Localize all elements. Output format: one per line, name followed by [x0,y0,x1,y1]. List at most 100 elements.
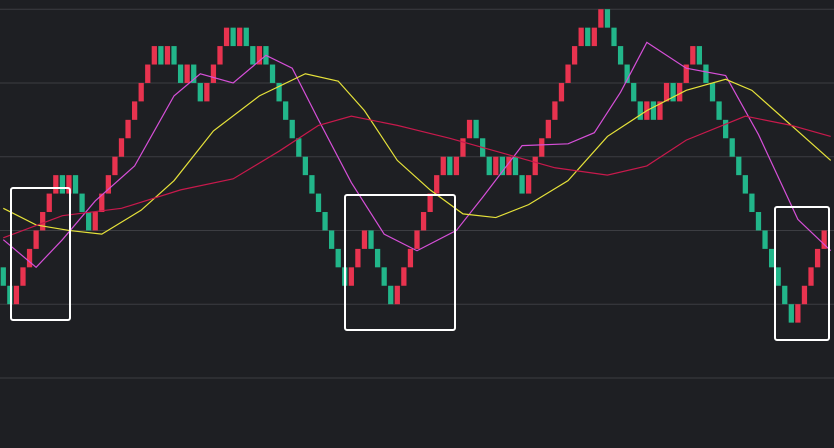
brick [440,156,446,176]
brick [33,230,39,249]
brick [749,193,755,213]
brick [197,82,203,102]
brick [768,248,775,268]
brick [237,27,243,47]
brick [499,156,505,176]
brick [795,304,801,323]
brick [663,82,670,102]
brick [72,175,79,194]
brick [677,82,683,102]
brick [223,27,230,47]
brick [775,267,781,286]
brick [315,193,322,213]
brick [788,304,794,323]
brick [269,64,276,83]
brick [309,175,315,194]
brick [7,285,13,305]
brick [381,267,387,286]
brick [131,101,138,120]
brick [453,156,460,176]
brick [79,193,85,213]
brick [420,212,427,231]
brick [565,64,571,83]
brick [657,101,663,120]
brick [355,248,361,268]
brick [552,101,558,120]
brick [158,46,164,65]
brick [164,46,171,65]
brick [361,230,368,249]
brick [683,64,689,83]
brick [631,82,637,102]
brick [617,46,624,65]
brick [571,46,578,65]
brick [585,27,591,47]
brick [230,27,236,47]
brick [506,156,512,176]
brick [401,267,407,286]
brick [256,46,263,65]
brick [20,267,26,286]
brick [821,230,827,249]
highlight-box [10,187,71,321]
brick [519,175,525,194]
brick [250,46,256,65]
brick [335,248,341,268]
brick [493,156,499,176]
brick [670,82,676,102]
brick [217,46,223,65]
brick [526,175,532,194]
brick [289,119,295,139]
brick [578,27,584,47]
brick [348,267,354,286]
brick [125,119,131,139]
brick [191,64,197,83]
brick [814,248,821,268]
moving-average-line [3,115,831,239]
brick [151,46,157,65]
brick [539,138,545,157]
brick [742,175,748,194]
brick [53,175,59,194]
brick [427,193,433,213]
brick [532,156,538,176]
brick [243,27,249,47]
brick [729,138,735,157]
brick [13,285,20,305]
brick [26,248,33,268]
brick [302,156,308,176]
brick [322,212,328,231]
brick [473,119,479,139]
moving-average-line [3,73,832,235]
brick [736,156,742,176]
brick [703,64,709,83]
brick [696,46,703,65]
brick [394,285,400,305]
brick [460,138,466,157]
brick [138,82,144,102]
brick [276,82,282,102]
brick [66,175,72,194]
brick [374,248,381,268]
brick [624,64,630,83]
brick [611,27,617,47]
brick [368,230,374,249]
brick [296,138,302,157]
brick [407,248,414,268]
brick [755,212,762,231]
brick [808,267,814,286]
brick [716,101,722,120]
brick [329,230,335,249]
brick [709,82,716,102]
brick [486,156,492,176]
brick [591,27,597,47]
moving-average-line [2,41,832,269]
brick [283,101,289,120]
brick [171,46,177,65]
brick [112,156,118,176]
brick [388,285,394,305]
brick [604,9,611,28]
brick [637,101,643,120]
